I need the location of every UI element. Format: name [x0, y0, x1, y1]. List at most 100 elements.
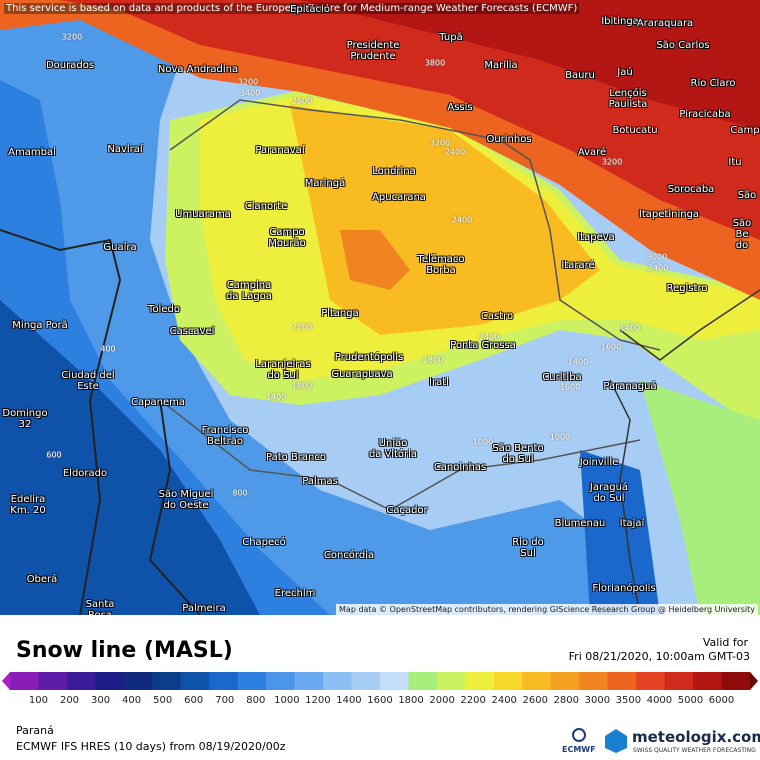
city-label: Palmeira — [182, 603, 226, 614]
city-label: Florianópolis — [592, 583, 656, 594]
contour-label: 1000 — [549, 432, 571, 442]
colorbar-segment — [522, 672, 552, 690]
city-label: Campina da Lagoa — [226, 280, 272, 302]
city-label: Itapetininga — [638, 209, 700, 220]
city-label: Amambai — [8, 147, 56, 158]
colorbar-label: 2400 — [491, 695, 516, 706]
colorbar-label: 1400 — [336, 695, 361, 706]
colorbar-segment — [294, 672, 324, 690]
colorbar-label: 2200 — [460, 695, 485, 706]
city-label: Prudentópolis — [334, 352, 404, 363]
colorbar-segment — [152, 672, 182, 690]
city-label: Erechim — [274, 588, 316, 599]
legend-title: Snow line (MASL) — [16, 638, 233, 663]
city-label: Jaú — [617, 67, 633, 78]
contour-label: 1800 — [422, 355, 444, 365]
tagline: SWISS QUALITY WEATHER FORECASTING — [633, 747, 756, 754]
colorbar-label: 700 — [215, 695, 234, 706]
city-label: Itajaí — [619, 518, 645, 529]
contour-label: 3200 — [601, 157, 623, 167]
city-label: Presidente Prudente — [346, 40, 400, 62]
attribution: Map data © OpenStreetMap contributors, r… — [336, 604, 758, 615]
city-label: Itararé — [561, 260, 595, 271]
model: ECMWF IFS HRES (10 days) from 08/19/2020… — [16, 740, 286, 753]
colorbar-label: 1800 — [398, 695, 423, 706]
ecmwf-icon — [572, 728, 586, 742]
colorbar-label: 800 — [246, 695, 265, 706]
colorbar-label: 2000 — [429, 695, 454, 706]
city-label: Oberá — [26, 574, 58, 585]
contour-label: 400 — [100, 344, 116, 354]
city-label: São — [737, 190, 757, 201]
contour-label: 2400 — [647, 263, 669, 273]
colorbar-segment — [351, 672, 381, 690]
city-label: São Carlos — [656, 40, 710, 51]
borders — [0, 99, 760, 615]
city-label: Araraquara — [636, 18, 694, 29]
colorbar-segment — [209, 672, 239, 690]
zone-orange2 — [340, 230, 410, 290]
city-label: Rio Claro — [690, 78, 736, 89]
colorbar-segment — [636, 672, 666, 690]
zone-coast — [640, 380, 760, 615]
contour-label: 3200 — [61, 32, 83, 42]
contour-label: 1400 — [619, 323, 641, 333]
contour-label: 1600 — [559, 382, 581, 392]
city-label: Tupã — [439, 32, 463, 43]
city-label: Castro — [480, 311, 514, 322]
colorbar-label: 500 — [153, 695, 172, 706]
city-label: Nova Andradina — [157, 64, 239, 75]
city-label: União da Vitória — [368, 438, 418, 460]
city-label: Cianorte — [244, 201, 288, 212]
city-label: Capanema — [131, 397, 185, 408]
colorbar-segment — [237, 672, 267, 690]
city-label: Ciudad del Este — [61, 370, 115, 392]
city-label: Palmas — [302, 476, 338, 487]
city-label: Maringá — [304, 178, 346, 189]
contour-label: 3200 — [237, 77, 259, 87]
city-label: São Be do — [732, 218, 752, 251]
city-label: Blumenau — [554, 518, 606, 529]
city-label: Cascavel — [169, 326, 215, 337]
city-label: Toledo — [148, 304, 180, 315]
colorbar-label: 2800 — [554, 695, 579, 706]
contour-label: 800 — [232, 488, 248, 498]
colorbar-segment — [493, 672, 523, 690]
country-border — [0, 229, 122, 615]
city-label: Piracicaba — [679, 109, 731, 120]
colorbar-end — [2, 672, 10, 690]
city-label: Chapecó — [242, 537, 286, 548]
colorbar-label: 600 — [184, 695, 203, 706]
city-label: Guarapuava — [331, 369, 393, 380]
city-label: Minga Porã — [12, 320, 68, 331]
contour-label: 2200 — [291, 322, 313, 332]
colorbar-segment — [664, 672, 694, 690]
colorbar-end — [750, 672, 758, 690]
city-label: Bauru — [565, 70, 595, 81]
city-label: Dourados — [45, 60, 95, 71]
colorbar-segment — [550, 672, 580, 690]
colorbar-segment — [10, 672, 39, 690]
zone-darkblue — [0, 300, 260, 615]
city-label: Paranavaí — [255, 145, 305, 156]
city-label: Sorocaba — [667, 184, 715, 195]
colorbar-label: 200 — [60, 695, 79, 706]
coastline — [609, 289, 760, 615]
state-border — [169, 99, 661, 351]
contour-label: 2400 — [451, 215, 473, 225]
city-label: Canoinhas — [433, 462, 487, 473]
colorbar-label: 2600 — [523, 695, 548, 706]
contour-label: 1400 — [567, 357, 589, 367]
city-label: Domingo 32 — [2, 408, 48, 430]
city-label: Pitanga — [321, 308, 359, 319]
city-label: Epitácio — [290, 4, 330, 15]
colorbar-segment — [380, 672, 409, 690]
city-label: Irati — [429, 377, 449, 388]
city-label: Ourinhos — [486, 134, 532, 145]
colorbar-segment — [123, 672, 153, 690]
zone-blue3 — [580, 450, 660, 615]
colorbar-label: 400 — [122, 695, 141, 706]
city-label: Apucarana — [372, 192, 426, 203]
city-label: Telêmaco Borba — [417, 254, 465, 276]
